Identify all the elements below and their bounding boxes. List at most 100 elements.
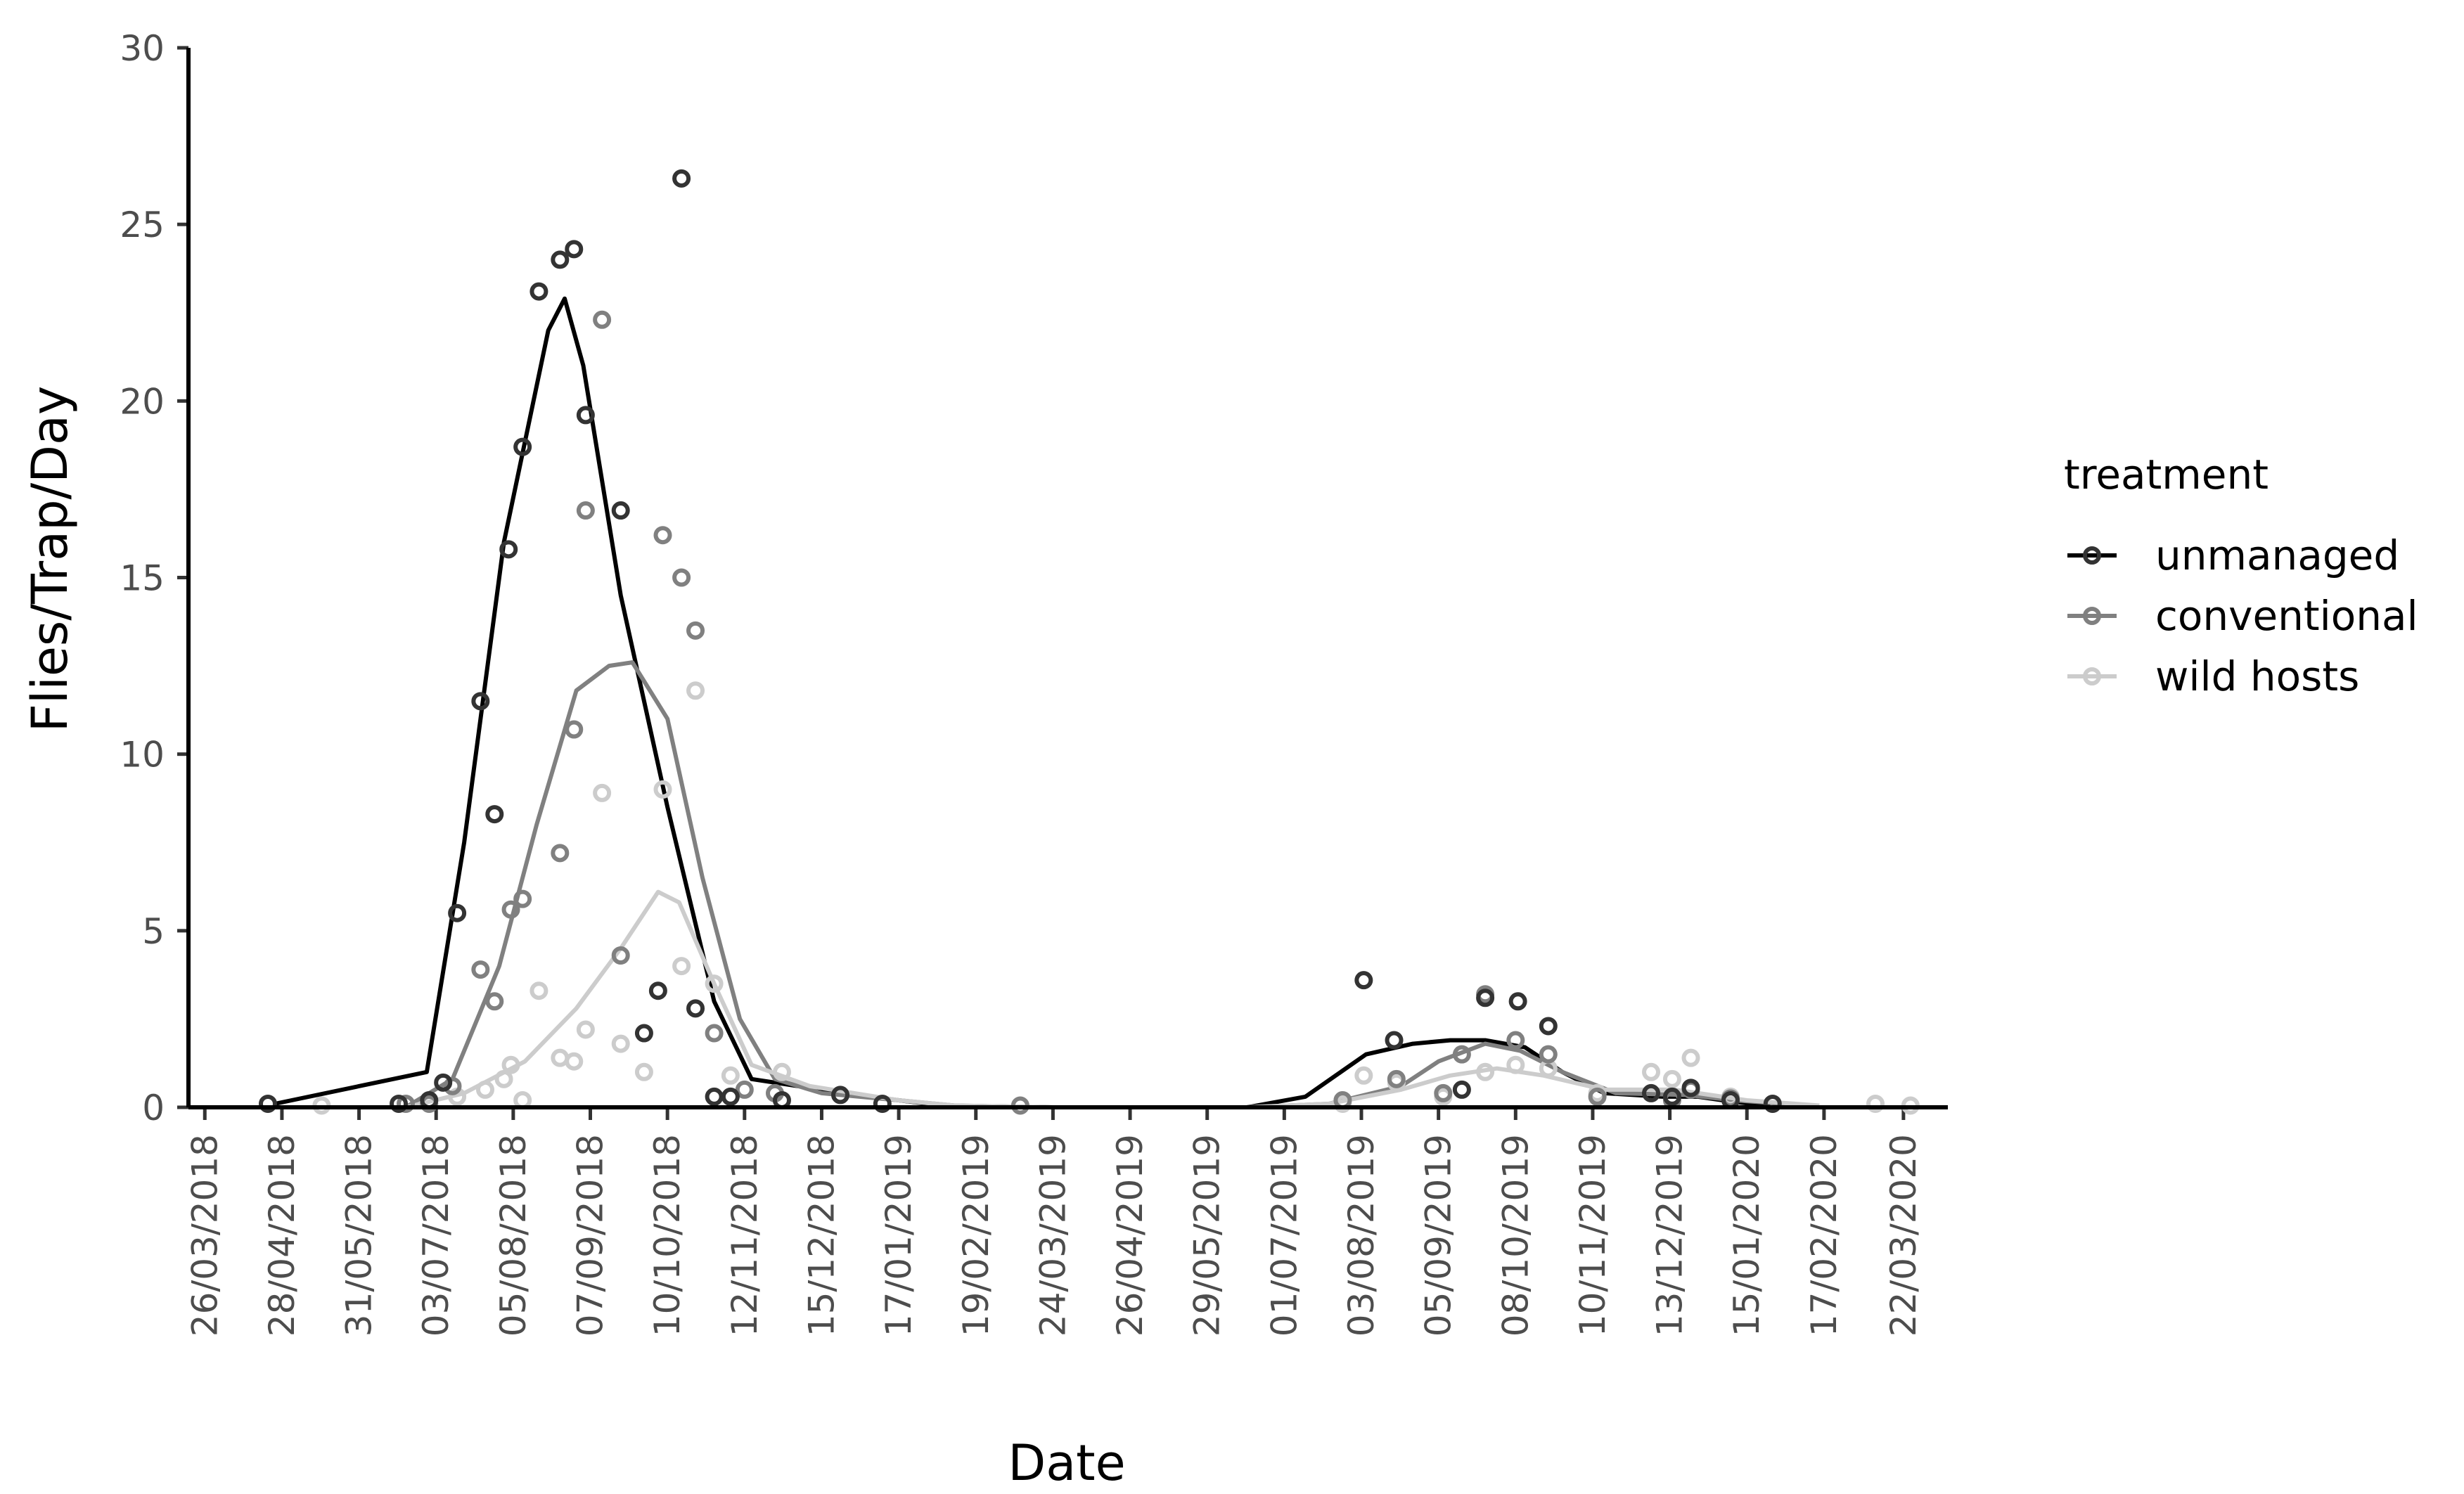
y-tick-label: 10 [120, 735, 165, 775]
x-tick-label: 10/11/2019 [1572, 1134, 1613, 1337]
data-point-wild-hosts [576, 1020, 595, 1039]
data-point-wild-hosts [513, 1090, 532, 1109]
y-tick-label: 20 [120, 381, 165, 422]
data-point-conventional [653, 526, 672, 545]
data-point-wild-hosts [772, 1062, 791, 1081]
data-point-wild-hosts [721, 1066, 740, 1085]
data-point-unmanaged [530, 282, 548, 301]
data-point-unmanaged [721, 1087, 740, 1106]
data-point-conventional [397, 1094, 416, 1113]
data-point-unmanaged [1354, 971, 1373, 990]
data-point-conventional [471, 960, 490, 979]
x-tick-label: 31/05/2018 [339, 1134, 380, 1337]
x-tick-label: 29/05/2019 [1187, 1134, 1228, 1337]
data-point-wild-hosts [705, 974, 724, 993]
data-point-unmanaged [1539, 1017, 1558, 1036]
data-point-unmanaged [1452, 1080, 1471, 1099]
data-point-unmanaged [1662, 1087, 1681, 1106]
x-tick-label: 28/04/2018 [262, 1134, 302, 1337]
data-point-unmanaged [831, 1086, 850, 1105]
legend-key-point [2083, 546, 2101, 565]
data-point-conventional [1506, 1031, 1525, 1050]
x-tick-label: 26/04/2019 [1110, 1134, 1150, 1337]
legend-label: unmanaged [2155, 532, 2399, 579]
data-point-unmanaged [672, 169, 691, 188]
x-tick-label: 01/07/2019 [1264, 1134, 1304, 1337]
data-point-wild-hosts [551, 1048, 570, 1067]
data-point-unmanaged [772, 1090, 791, 1109]
smooth-line-unmanaged [274, 296, 1771, 1109]
y-axis-title: Flies/Trap/Day [21, 386, 79, 733]
data-point-wild-hosts [634, 1062, 653, 1081]
data-point-unmanaged [499, 540, 518, 559]
data-point-conventional [551, 844, 570, 863]
data-point-unmanaged [434, 1073, 453, 1092]
legend: treatment unmanaged conventional wild host… [2064, 451, 2418, 700]
y-tick-label: 0 [142, 1088, 165, 1128]
data-point-unmanaged [611, 501, 630, 520]
data-point-wild-hosts [1642, 1062, 1661, 1081]
data-point-conventional [672, 568, 691, 587]
data-point-wild-hosts [530, 981, 548, 1000]
x-axis-title: Date [1008, 1434, 1125, 1492]
data-point-wild-hosts [1539, 1059, 1558, 1078]
data-point-unmanaged [1681, 1078, 1700, 1097]
data-point-unmanaged [551, 250, 570, 269]
data-point-wild-hosts [1681, 1048, 1700, 1067]
x-tick-label: 05/08/2018 [493, 1134, 534, 1337]
data-point-unmanaged [686, 999, 705, 1018]
x-tick-label: 19/02/2019 [956, 1134, 996, 1337]
data-point-wild-hosts [1476, 1062, 1495, 1081]
data-point-conventional [443, 1076, 462, 1095]
x-tick-label: 17/01/2019 [878, 1134, 919, 1337]
data-point-unmanaged [471, 692, 490, 711]
data-point-wild-hosts [1354, 1066, 1373, 1085]
x-tick-label: 15/01/2020 [1726, 1134, 1767, 1337]
data-point-unmanaged [390, 1094, 409, 1113]
data-point-wild-hosts [565, 1052, 584, 1071]
data-point-wild-hosts [501, 1055, 520, 1074]
data-point-unmanaged [648, 981, 667, 1000]
data-point-wild-hosts [593, 783, 612, 802]
x-axis: 26/03/2018 28/04/2018 31/05/2018 03/07/2018… [184, 1107, 1924, 1337]
data-point-unmanaged [1385, 1031, 1404, 1050]
data-point-unmanaged [1476, 989, 1495, 1007]
data-point-wild-hosts [494, 1069, 513, 1088]
smooth-lines [274, 296, 1820, 1109]
x-tick-label: 08/10/2019 [1495, 1134, 1536, 1337]
legend-title: treatment [2064, 451, 2269, 498]
data-point-conventional [1452, 1045, 1471, 1064]
y-tick-label: 5 [142, 911, 165, 952]
x-tick-label: 22/03/2020 [1883, 1134, 1924, 1337]
smooth-line-wild-hosts [405, 889, 1820, 1109]
data-point-unmanaged [448, 903, 467, 922]
data-point-conventional [501, 900, 520, 919]
data-point-conventional [513, 889, 532, 908]
data-point-wild-hosts [611, 1034, 630, 1053]
data-point-unmanaged [1508, 992, 1527, 1011]
x-tick-label: 13/12/2019 [1650, 1134, 1690, 1337]
data-point-conventional [1434, 1083, 1453, 1102]
data-point-conventional [565, 720, 584, 739]
data-point-conventional [611, 946, 630, 965]
x-tick-label: 17/02/2020 [1804, 1134, 1844, 1337]
data-point-unmanaged [1763, 1094, 1782, 1113]
legend-key-point [2083, 667, 2101, 685]
data-point-unmanaged [634, 1024, 653, 1043]
x-tick-label: 05/09/2019 [1418, 1134, 1459, 1337]
data-point-conventional [485, 992, 504, 1011]
x-tick-label: 03/07/2018 [416, 1134, 456, 1337]
x-tick-label: 15/12/2018 [801, 1134, 842, 1337]
data-point-wild-hosts [1506, 1055, 1525, 1074]
data-point-wild-hosts [653, 780, 672, 799]
data-point-conventional [1588, 1087, 1607, 1106]
y-tick-label: 25 [120, 205, 165, 245]
data-point-wild-hosts [1662, 1069, 1681, 1088]
x-tick-label: 10/10/2018 [647, 1134, 688, 1337]
data-point-conventional [576, 501, 595, 520]
data-points [258, 169, 1920, 1115]
x-tick-label: 26/03/2018 [184, 1134, 225, 1337]
data-point-conventional [705, 1024, 724, 1043]
data-point-wild-hosts [686, 681, 705, 700]
